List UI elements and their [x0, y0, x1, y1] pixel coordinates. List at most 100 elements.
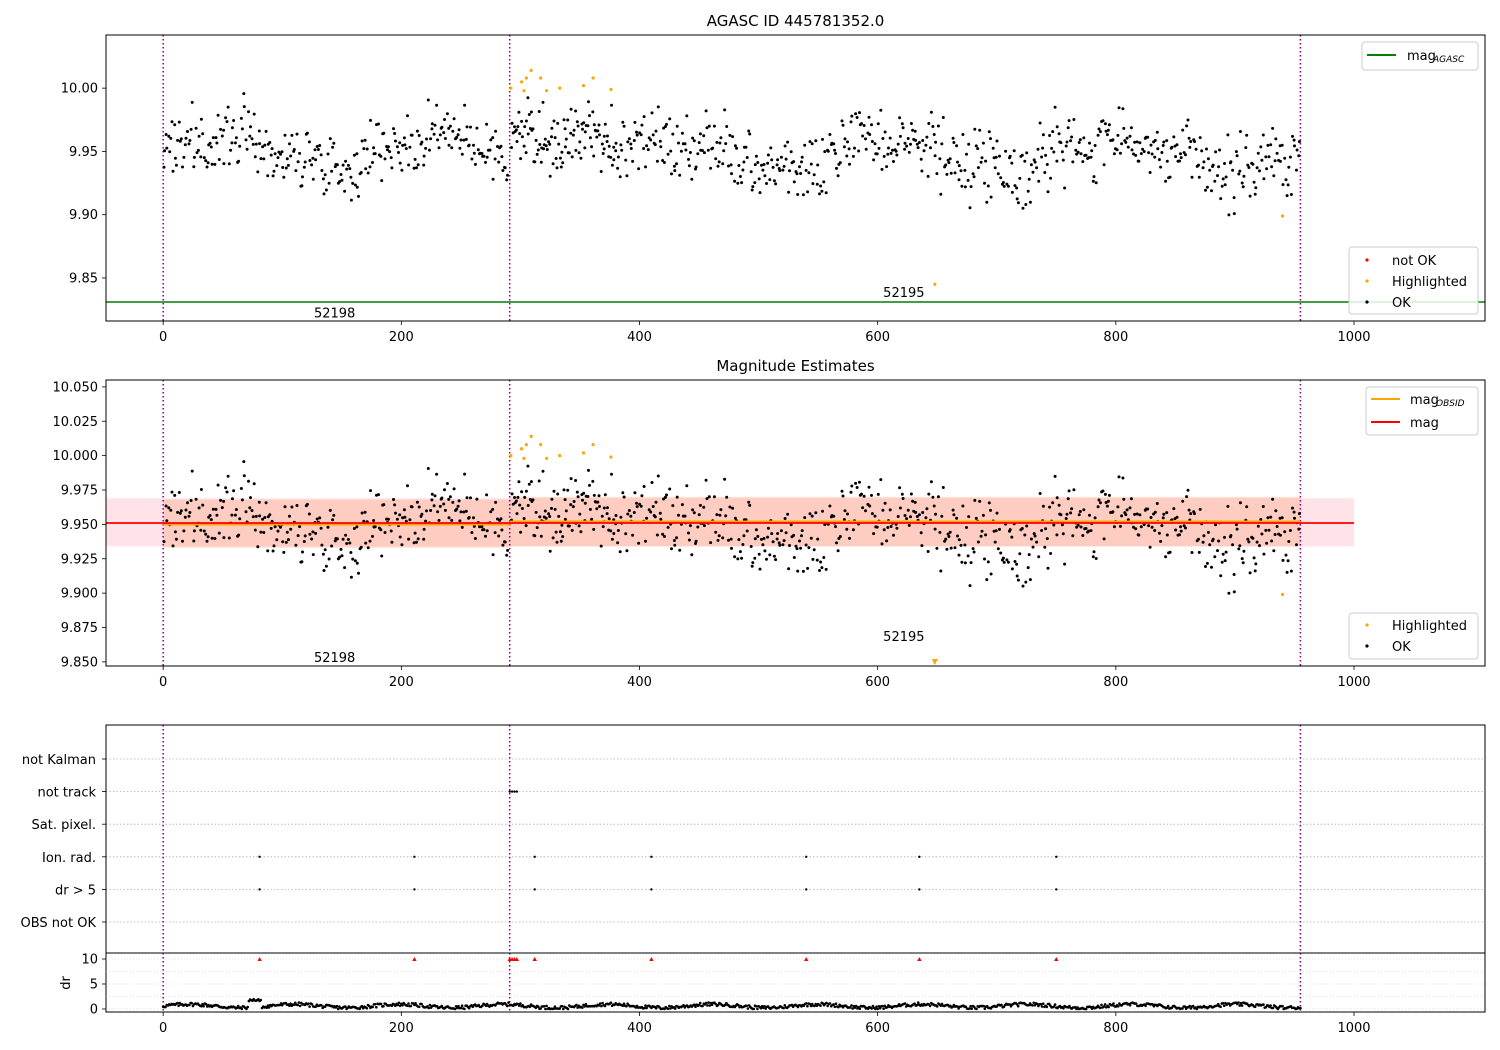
ok-point	[637, 541, 641, 545]
ok-point	[1181, 128, 1185, 132]
ok-point	[853, 146, 856, 150]
highlighted-point	[558, 454, 562, 458]
ok-point	[779, 529, 783, 533]
ok-point	[1174, 155, 1178, 159]
ok-point	[891, 148, 894, 152]
ok-point	[1005, 558, 1009, 562]
ok-point	[1208, 543, 1212, 547]
ok-point	[684, 148, 688, 152]
ok-point	[792, 180, 796, 184]
dr-point	[754, 1005, 758, 1008]
dr-point	[1240, 1004, 1244, 1007]
ok-point	[618, 550, 622, 554]
ok-point	[493, 531, 497, 535]
dr-point	[970, 1007, 973, 1010]
dr-point	[398, 1004, 402, 1008]
ok-point	[1064, 144, 1068, 148]
ok-point	[714, 157, 718, 161]
dr-point	[881, 1004, 884, 1008]
highlighted-point	[933, 282, 937, 286]
dr-point	[870, 1007, 873, 1010]
dr-point	[1253, 1005, 1257, 1008]
ok-point	[661, 532, 665, 536]
ok-point	[497, 160, 501, 164]
ok-point	[849, 490, 853, 494]
ok-point	[1153, 529, 1157, 532]
ok-point	[651, 133, 655, 137]
y-tick-label: 10.050	[53, 380, 99, 395]
ok-point	[917, 141, 921, 144]
ok-point	[1120, 514, 1124, 518]
ok-point	[563, 498, 567, 502]
ok-point	[635, 505, 639, 509]
ok-point	[688, 151, 692, 154]
ok-point	[362, 147, 366, 151]
ok-point	[326, 152, 330, 156]
dr-point	[584, 1002, 588, 1006]
ok-point	[1044, 153, 1048, 157]
dr-point	[804, 1002, 808, 1005]
flag-row-label: Ion. rad.	[42, 851, 96, 866]
dr-point	[240, 1007, 244, 1011]
ok-point	[548, 174, 552, 178]
ok-point	[330, 169, 334, 173]
ok-point	[263, 143, 267, 147]
ok-point	[1132, 525, 1135, 529]
ok-point	[672, 539, 676, 542]
ok-point	[208, 514, 212, 517]
ok-point	[991, 146, 995, 150]
ok-point	[222, 128, 226, 132]
dr-point	[1128, 1004, 1132, 1007]
ok-point	[169, 136, 173, 140]
ok-point	[840, 119, 844, 123]
dr-point	[506, 1004, 509, 1008]
ok-point	[994, 155, 998, 159]
ok-point	[939, 569, 943, 573]
ok-point	[1223, 535, 1226, 539]
obsid-label: 52195	[883, 630, 924, 645]
ok-point	[277, 150, 281, 154]
ok-point	[938, 530, 942, 534]
ok-point	[253, 528, 257, 532]
ok-point	[1089, 155, 1093, 159]
ok-point	[499, 517, 503, 521]
ok-point	[480, 152, 484, 155]
ok-point	[598, 505, 601, 508]
ok-point	[271, 549, 275, 553]
ok-point	[944, 163, 948, 167]
ok-point	[326, 525, 330, 529]
ok-point	[766, 161, 770, 165]
ok-point	[1231, 168, 1235, 172]
x-tick-label: 600	[865, 330, 890, 345]
ok-point	[1102, 163, 1106, 167]
ok-point	[349, 551, 353, 554]
ok-point	[879, 108, 883, 112]
ok-point	[567, 524, 571, 528]
ok-point	[1217, 539, 1221, 543]
dr-point	[409, 1004, 413, 1008]
ok-point	[252, 112, 256, 116]
ok-point	[936, 124, 940, 128]
ok-point	[563, 127, 567, 131]
ok-point	[253, 155, 257, 159]
ok-point	[744, 145, 748, 149]
ok-point	[1262, 177, 1266, 181]
ok-point	[406, 114, 409, 118]
dr-point	[371, 1005, 375, 1009]
ok-point	[668, 117, 672, 121]
ok-point	[520, 507, 524, 510]
ok-point	[875, 152, 879, 156]
ok-point	[567, 151, 571, 155]
ok-point	[592, 154, 596, 158]
ok-point	[763, 174, 767, 178]
ok-point	[599, 170, 603, 173]
ok-point	[1057, 132, 1061, 136]
ok-point	[510, 146, 513, 149]
ok-point	[609, 155, 613, 159]
dr-point	[1227, 1002, 1231, 1005]
ok-point	[800, 160, 803, 164]
ok-point	[622, 495, 626, 499]
ok-point	[230, 513, 234, 517]
ok-point	[824, 191, 828, 195]
ok-point	[261, 145, 265, 149]
